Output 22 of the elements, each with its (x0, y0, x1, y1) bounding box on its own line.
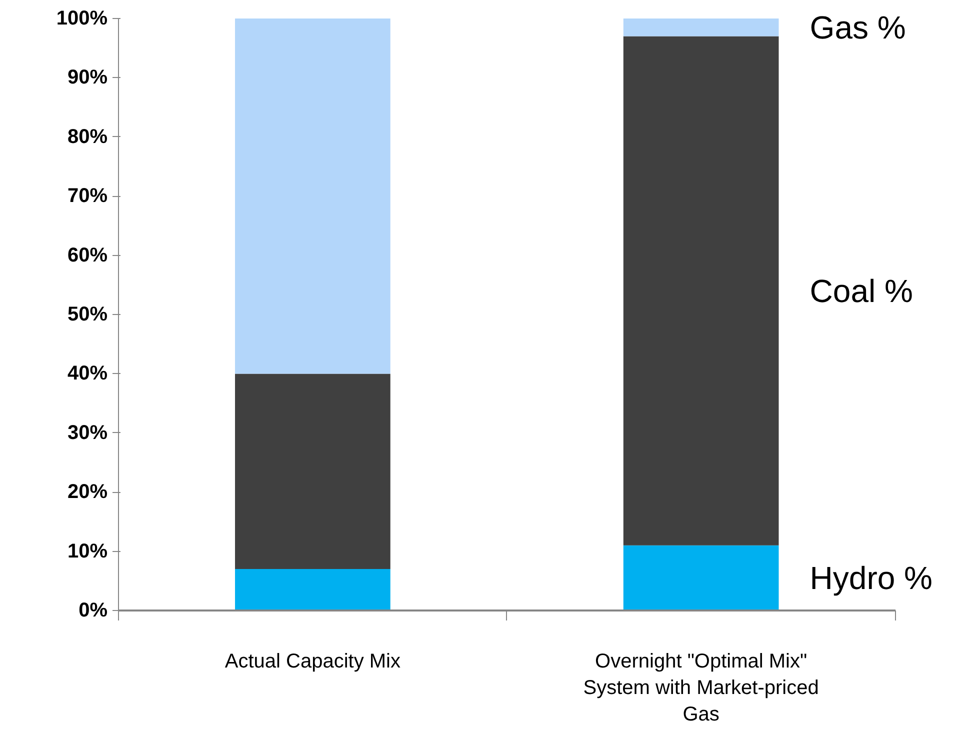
bar (623, 36, 779, 546)
y-tick-label: 30% (67, 422, 108, 444)
y-tick-label: 10% (67, 540, 108, 562)
bar (235, 374, 390, 570)
y-tick-label: 60% (67, 244, 108, 266)
y-tick-label: 70% (67, 185, 108, 208)
y-tick-label: 80% (67, 126, 108, 148)
y-tick-label: 100% (56, 8, 108, 30)
series-label: Coal % (810, 272, 913, 309)
series-label: Hydro % (810, 560, 933, 596)
bar (623, 545, 779, 610)
series-label: Gas % (810, 9, 906, 46)
y-tick-label: 20% (67, 481, 108, 504)
bar (623, 18, 779, 36)
y-tick-label: 90% (67, 66, 108, 89)
y-tick-label: 50% (67, 304, 108, 326)
y-tick-label: 40% (67, 362, 108, 385)
bar (235, 18, 390, 374)
y-tick-label: 0% (78, 600, 108, 622)
x-tick-label: Actual Capacity Mix (224, 650, 401, 672)
bar (235, 569, 390, 610)
x-tick-label: Overnight "Optimal Mix" System with Market-priced Gas (583, 650, 819, 726)
